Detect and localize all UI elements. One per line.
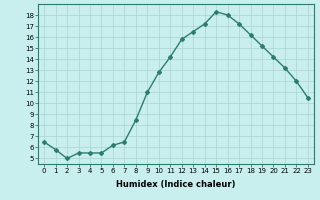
X-axis label: Humidex (Indice chaleur): Humidex (Indice chaleur) bbox=[116, 180, 236, 189]
